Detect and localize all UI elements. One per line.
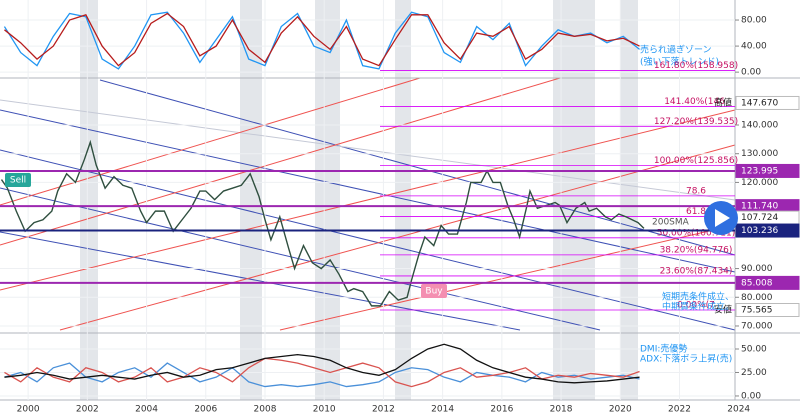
x-tick-label: 2024 <box>727 405 750 415</box>
series-line <box>3 11 640 70</box>
price-badge <box>735 223 800 238</box>
shade-band <box>553 0 595 400</box>
price-label: 107.724 <box>741 213 778 223</box>
price-label: 85.008 <box>741 278 773 288</box>
x-tick-label: 2002 <box>76 405 99 415</box>
price-badge <box>735 275 800 290</box>
shade-band <box>80 0 98 400</box>
channel-line <box>0 77 561 246</box>
play-icon[interactable] <box>715 209 730 227</box>
y-tick-label: 140.000 <box>741 120 778 130</box>
fib-label: 38.20%(94.776) <box>660 245 733 255</box>
channel-line <box>0 149 736 331</box>
x-tick-label: 2016 <box>490 405 513 415</box>
signal-badge <box>421 284 447 298</box>
x-tick-label: 2012 <box>372 405 395 415</box>
channel-line <box>0 99 736 201</box>
y-tick-label: 90.000 <box>741 264 773 274</box>
channel-line <box>0 109 736 273</box>
fib-label: 0.00%(7 <box>677 301 715 311</box>
x-tick-label: 2022 <box>668 405 691 415</box>
y-tick-label: 130.000 <box>741 149 778 159</box>
series-line <box>4 343 640 384</box>
annotation: 短期売条件成立、 <box>662 291 734 303</box>
channel-line <box>0 231 521 331</box>
channel-lines <box>0 77 736 331</box>
y-tick-label: 25.00 <box>741 368 767 378</box>
annotation: 中期買条件成立。 <box>662 301 734 313</box>
price-badge <box>735 95 800 110</box>
channel-line <box>0 77 421 206</box>
annotation: ADX:下落ボラ上昇(売) <box>640 353 732 365</box>
fib-label: 100.00%(125.856) <box>654 156 738 166</box>
y-tick-label: 70.000 <box>741 321 773 331</box>
price-badge <box>735 303 800 318</box>
price-label: 75.565 <box>741 306 773 316</box>
shade-band <box>315 0 340 400</box>
fib-label: 161.80%(158.958) <box>654 61 738 71</box>
x-tick-label: 2020 <box>609 405 632 415</box>
signal-label: Buy <box>425 287 443 297</box>
annotation: DMI:売優勢 <box>640 343 687 355</box>
channel-line <box>279 224 736 331</box>
x-tick-label: 2014 <box>431 405 454 415</box>
fib-label: 141.40%(146. <box>664 97 728 107</box>
fib-label: 78.6 <box>686 186 706 196</box>
channel-line <box>0 109 736 291</box>
shade-band <box>240 0 262 400</box>
x-tick-label: 2006 <box>194 405 217 415</box>
shade-band <box>620 0 638 400</box>
price-label: 103.236 <box>741 226 778 236</box>
price-label: 123.995 <box>741 166 778 176</box>
signal-label: Sell <box>10 176 26 186</box>
y-tick-label: 0.00 <box>741 68 761 78</box>
fib-label: 127.20%(139.535) <box>654 117 738 127</box>
fib-label: 61.8 <box>686 207 706 217</box>
y-tick-label: 0.00 <box>741 391 761 401</box>
y-tick-label: 40.00 <box>741 42 767 52</box>
price-badge <box>735 163 800 178</box>
price-tag: 高値 <box>714 96 732 108</box>
price-tag: 安値 <box>714 304 732 316</box>
x-tick-label: 2000 <box>17 405 40 415</box>
y-tick-label: 50.00 <box>741 344 767 354</box>
series-line <box>4 357 640 388</box>
x-tick-label: 2004 <box>135 405 158 415</box>
y-tick-label: 80.00 <box>741 16 767 26</box>
signal-badge <box>5 173 31 187</box>
play-button[interactable] <box>704 201 738 235</box>
y-tick-label: 120.000 <box>741 178 778 188</box>
channel-line <box>0 187 601 331</box>
y-tick-label: 80.000 <box>741 293 773 303</box>
series-line <box>4 12 640 67</box>
annotation: 200SMA <box>652 218 690 228</box>
x-tick-label: 2010 <box>313 405 336 415</box>
annotation: 売られ過ぎゾーン <box>640 44 712 56</box>
x-tick-label: 2018 <box>550 405 573 415</box>
price-label: 111.740 <box>741 202 778 212</box>
annotation: (強い下落トレンド) <box>640 56 719 68</box>
fib-label: 23.60%(87.434) <box>660 266 733 276</box>
price-label: 147.670 <box>741 98 778 108</box>
fib-label: 50.00%(100.711) <box>657 228 736 238</box>
x-tick-label: 2008 <box>254 405 277 415</box>
